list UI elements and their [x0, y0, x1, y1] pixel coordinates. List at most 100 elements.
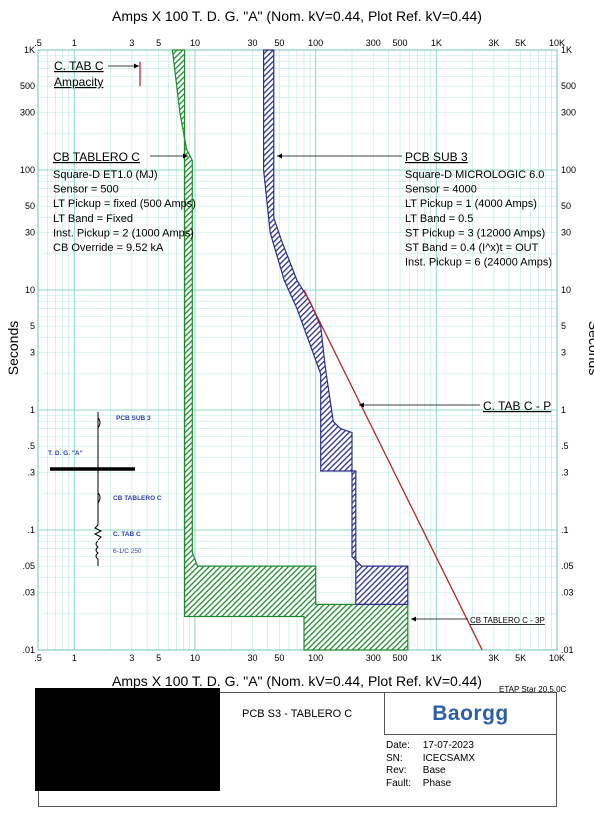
- label-ampacity: Ampacity: [54, 75, 103, 89]
- pcb-sub3-setting: ST Band = 0.4 (I^x)t = OUT: [405, 242, 539, 254]
- y-tick-right: 30: [561, 228, 571, 238]
- x-tick-top: 1: [72, 38, 77, 48]
- annotations: C. TAB C Ampacity CB TABLERO C Square-D ET1…: [53, 59, 552, 625]
- pcb-sub3-setting: Sensor = 4000: [405, 184, 477, 196]
- x-tick-top: 5: [156, 38, 161, 48]
- y-tick-right: 1K: [561, 45, 572, 55]
- y-tick-right: 10: [561, 285, 571, 295]
- oneline-label-cable-spec: 6-1/C 250: [113, 548, 142, 555]
- info-key: Rev:: [386, 765, 407, 776]
- x-tick-bottom: 50: [274, 653, 284, 663]
- oneline-label-bus: T. D. G. "A": [48, 450, 83, 457]
- x-tick-bottom: 5K: [515, 653, 526, 663]
- software-version: ETAP Star 20.5.0C: [499, 685, 567, 694]
- x-tick-bottom: .5: [34, 653, 42, 663]
- y-tick-right: .01: [561, 645, 574, 655]
- info-row-sn: SN: ICECSAMX: [386, 753, 475, 766]
- x-tick-bottom: 30: [248, 653, 258, 663]
- label-ctab-c: C. TAB C: [54, 59, 104, 73]
- x-tick-top: 1K: [431, 38, 442, 48]
- cb-tablero-setting: CB Override = 9.52 kA: [53, 242, 164, 254]
- label-pcb-sub3: PCB SUB 3: [405, 150, 468, 164]
- label-cb-tablero-3p: CB TABLERO C - 3P: [470, 616, 545, 625]
- y-tick-left: 100: [20, 165, 35, 175]
- y-tick-right: 5: [561, 321, 566, 331]
- pcb-sub3-setting: LT Pickup = 1 (4000 Amps): [405, 198, 537, 210]
- y-tick-left: 5: [30, 321, 35, 331]
- y-tick-left: 50: [25, 201, 35, 211]
- x-tick-top: 50: [274, 38, 284, 48]
- info-value: 17-07-2023: [422, 740, 474, 751]
- grid: [37, 49, 558, 651]
- y-tick-right: 500: [561, 81, 576, 91]
- y-tick-left: .01: [22, 645, 35, 655]
- y-tick-right: 3: [561, 348, 566, 358]
- pcb-sub3-setting: ST Pickup = 3 (12000 Amps): [405, 227, 545, 239]
- arrow-pcb-sub3-head: [277, 153, 282, 159]
- pcb-sub3-setting: LT Band = 0.5: [405, 213, 473, 225]
- y-tick-left: 30: [25, 228, 35, 238]
- arrow-cb-3p-head: [411, 616, 416, 622]
- band-cb-tablero-c: [171, 49, 409, 651]
- x-tick-top: 500: [392, 38, 407, 48]
- plot-frame: [37, 49, 558, 651]
- y-tick-right: 1: [561, 405, 566, 415]
- cb-tablero-setting: Inst. Pickup = 2 (1000 Amps): [53, 227, 194, 239]
- x-tick-bottom: 3: [129, 653, 134, 663]
- y-tick-right: 300: [561, 108, 576, 118]
- y-tick-left: 500: [20, 81, 35, 91]
- info-key: Fault:: [386, 777, 412, 789]
- chart-title-bottom: Amps X 100 T. D. G. "A" (Nom. kV=0.44, P…: [112, 673, 482, 689]
- chart-title-top: Amps X 100 T. D. G. "A" (Nom. kV=0.44, P…: [112, 8, 482, 24]
- label-cb-tablero-c: CB TABLERO C: [53, 150, 140, 164]
- info-value: ICECSAMX: [422, 752, 476, 764]
- load-coil-symbol: [95, 540, 99, 560]
- y-tick-right: 50: [561, 201, 571, 211]
- y-tick-right: .3: [561, 468, 569, 478]
- y-tick-left: .3: [27, 468, 35, 478]
- project-name: PCB S3 - TABLERO C: [242, 708, 353, 720]
- y-tick-right: 100: [561, 165, 576, 175]
- y-tick-right: .03: [561, 588, 574, 598]
- arrow-ampacity-head: [133, 63, 139, 69]
- x-tick-top: .5: [34, 38, 42, 48]
- x-tick-top: 300: [366, 38, 381, 48]
- x-tick-bottom: 1: [72, 653, 77, 663]
- arrow-cb-tablero-head: [183, 153, 188, 159]
- x-tick-bottom: 10: [190, 653, 200, 663]
- x-tick-bottom: 1K: [431, 653, 442, 663]
- x-tick-top: 3K: [488, 38, 499, 48]
- oneline-label-cb-tablero: CB TABLERO C: [113, 495, 162, 502]
- one-line-diagram: PCB SUB 3 T. D. G. "A" CB TABLERO C C. TAB …: [48, 412, 162, 566]
- band-pcb-sub3: [263, 49, 409, 606]
- info-key: Date:: [386, 740, 410, 751]
- x-tick-top: 10K: [549, 38, 565, 48]
- cb-tablero-setting: LT Band = Fixed: [53, 213, 133, 225]
- y-tick-left: .05: [22, 561, 35, 571]
- oneline-label-cable: C. TAB C: [113, 531, 141, 538]
- x-tick-bottom: 500: [392, 653, 407, 663]
- series-layer: [139, 49, 483, 651]
- cb-tablero-setting: LT Pickup = fixed (500 Amps): [53, 198, 196, 210]
- y-tick-left: 300: [20, 108, 35, 118]
- breaker-cb-symbol: [97, 492, 101, 504]
- x-tick-bottom: 3K: [488, 653, 499, 663]
- tick-labels: .5 .5 1 1 3 3 5 5 10 10 30 30 50 50 100 100 300 300 500 500…: [20, 38, 576, 663]
- x-tick-bottom: 10K: [549, 653, 565, 663]
- logo-text: Baorgg: [432, 701, 509, 725]
- x-tick-bottom: 5: [156, 653, 161, 663]
- x-tick-top: 100: [308, 38, 323, 48]
- info-row-date: Date: 17-07-2023: [386, 740, 475, 753]
- y-tick-right: .05: [561, 561, 574, 571]
- x-tick-bottom: 100: [308, 653, 323, 663]
- label-ctab-c-p: C. TAB C - P: [483, 399, 551, 413]
- cb-tablero-setting: Square-D ET1.0 (MJ): [53, 169, 158, 181]
- pcb-sub3-setting: Square-D MICROLOGIC 6.0: [405, 169, 544, 181]
- breaker-pcb-symbol: [97, 417, 101, 429]
- y-tick-left: 10: [25, 285, 35, 295]
- y-tick-left: 1: [30, 405, 35, 415]
- cable-symbol: [93, 524, 103, 541]
- pcb-sub3-setting: Inst. Pickup = 6 (24000 Amps): [405, 257, 552, 269]
- company-logo: Baorgg: [384, 693, 556, 735]
- y-tick-left: .03: [22, 588, 35, 598]
